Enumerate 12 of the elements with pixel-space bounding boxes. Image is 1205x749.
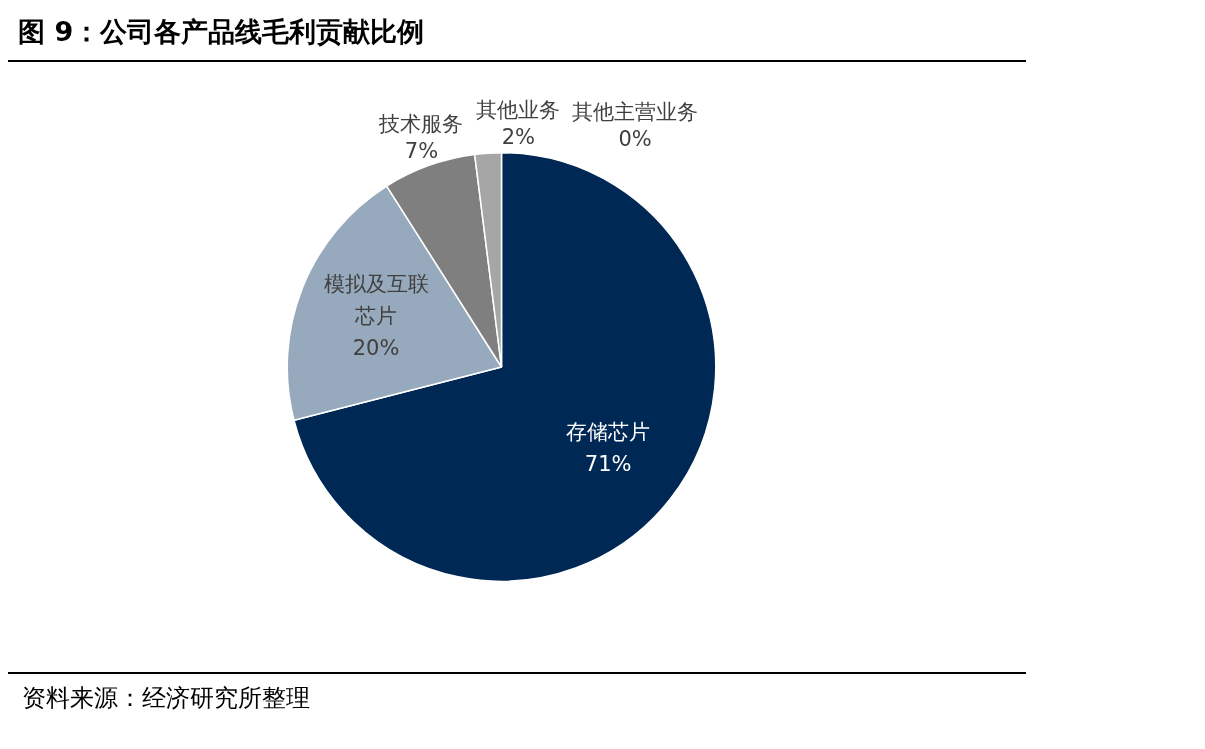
chart-title: 图 9：公司各产品线毛利贡献比例 [8, 8, 1026, 62]
data-label: 20% [352, 335, 400, 360]
slice-label: 模拟及互联芯片 [323, 271, 429, 328]
text: 0% [618, 126, 652, 151]
slice-label: 其他业务 [476, 98, 561, 123]
text: 资料来源：经济研究所整理 [22, 683, 311, 714]
slice-label: 存储芯片 [566, 420, 651, 445]
slice-label: 技术服务 [378, 112, 464, 137]
data-label: 7% [404, 139, 439, 164]
data-label: 2% [501, 125, 535, 150]
data-label: 71% [584, 452, 632, 477]
category-label: 其他主营业务 [572, 99, 699, 124]
